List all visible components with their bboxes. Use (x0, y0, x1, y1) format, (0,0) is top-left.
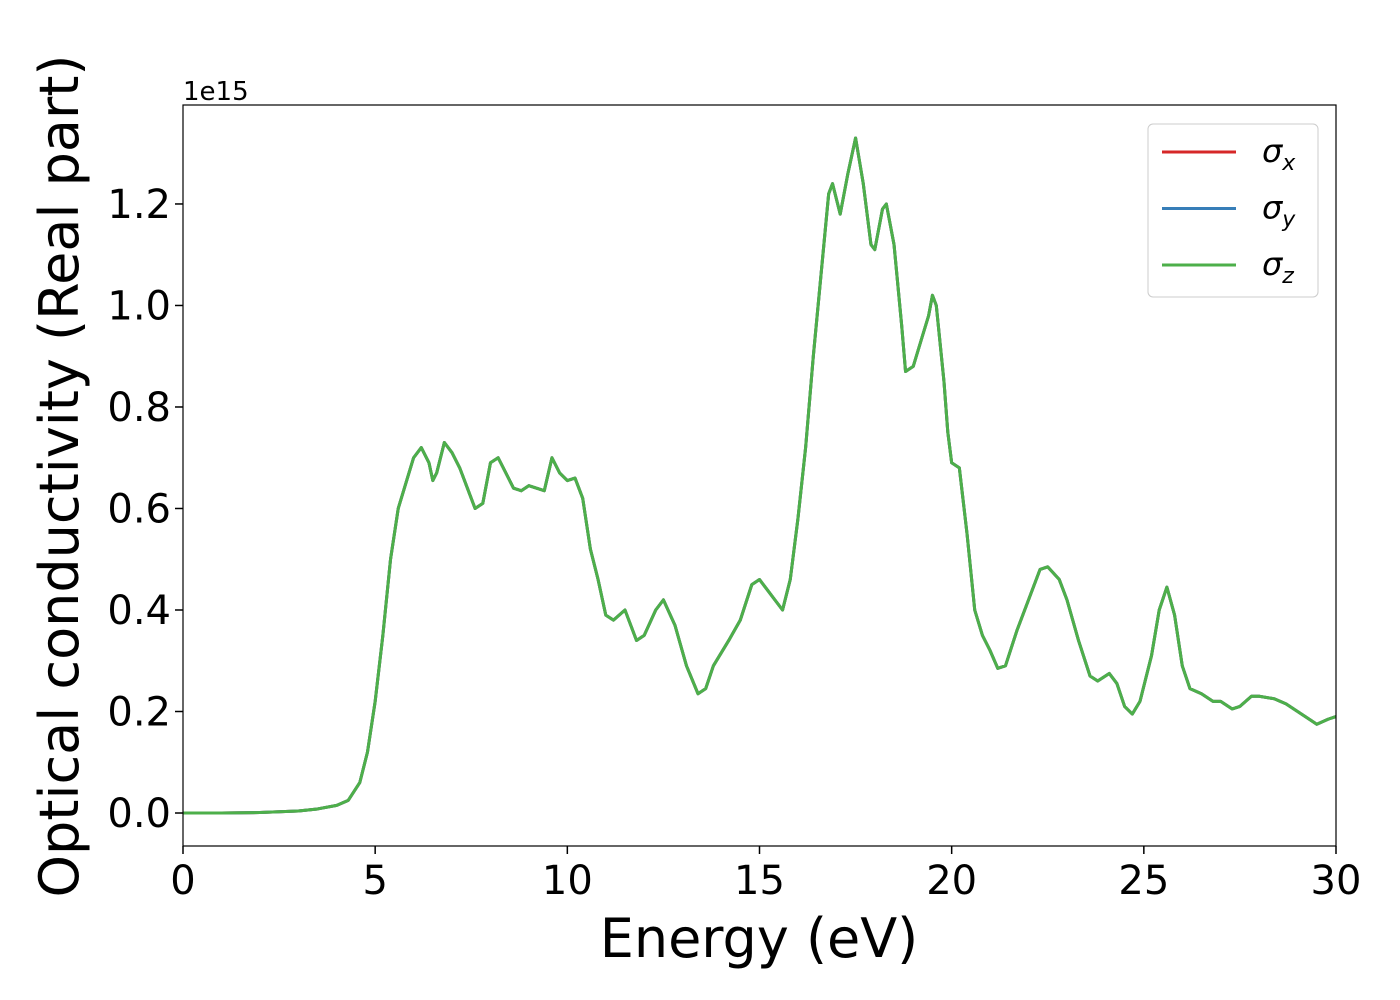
x-tick-label: 0 (170, 858, 195, 904)
y-tick-label: 1.0 (107, 283, 171, 329)
series-line (183, 136, 1337, 815)
y-tick-label: 0.2 (107, 690, 171, 736)
y-tick-label: 0.6 (107, 486, 171, 532)
x-tick-label: 25 (1118, 858, 1169, 904)
x-axis-label: Energy (eV) (600, 907, 919, 970)
y-tick-label: 0.0 (107, 791, 171, 837)
x-tick-label: 10 (542, 858, 593, 904)
legend-label: σx (1262, 132, 1296, 176)
legend-label: σz (1262, 245, 1294, 289)
x-tick-label: 30 (1311, 858, 1362, 904)
x-tick-label: 5 (362, 858, 387, 904)
y-tick-label: 1.2 (107, 182, 171, 228)
y-offset-label: 1e15 (183, 77, 249, 107)
x-tick-label: 20 (926, 858, 977, 904)
legend-label: σy (1262, 189, 1296, 233)
y-axis-label: Optical conductivity (Real part) (28, 55, 91, 898)
x-tick-label: 15 (734, 858, 785, 904)
y-tick-label: 0.4 (107, 588, 171, 634)
y-tick-label: 0.8 (107, 385, 171, 431)
plot-frame (182, 104, 1337, 847)
legend-box (1147, 123, 1319, 298)
